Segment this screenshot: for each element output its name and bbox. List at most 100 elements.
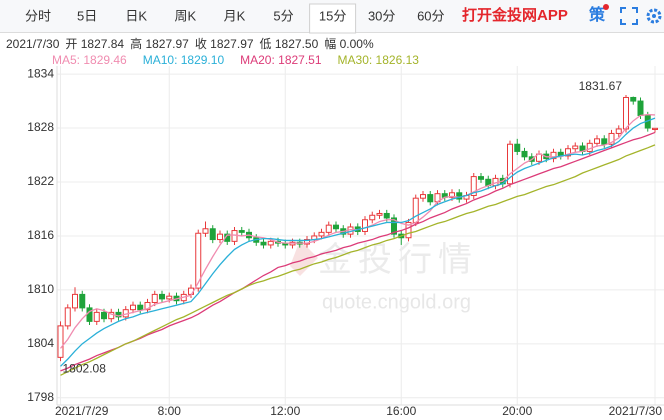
gear-teeth [646,8,662,24]
x-tick-label: 16:00 [386,404,416,418]
candle-body [391,217,397,235]
info-item: 2021/7/30 [6,37,60,51]
tab[interactable]: 分时 [25,8,51,23]
candle-body [514,143,521,152]
candle-body [318,231,325,237]
candle-body [130,304,136,311]
tab[interactable]: 15分 [319,8,346,23]
app-link[interactable]: 打开金投网APP [462,6,568,24]
info-item: 幅 0.00% [324,36,374,51]
candle-body [630,96,637,102]
candle-body [369,214,376,221]
gear-center [652,14,656,18]
legend-entry: MA10: 1829.10 [143,53,225,67]
tab[interactable]: 5分 [273,8,293,23]
candle-body [507,143,513,185]
y-tick-label: 1810 [27,282,54,296]
info-item: 开 1827.84 [65,37,124,51]
expand-icon[interactable] [620,7,638,25]
tab[interactable]: 5日 [77,8,97,23]
high-annotation: 1831.67 [579,79,623,93]
x-tick-label: 12:00 [270,404,300,418]
candle-body [195,232,202,289]
tab[interactable]: 30分 [368,8,395,23]
candle-body [572,145,579,150]
info-item: 收 1827.97 [195,37,254,51]
candle-body [383,212,390,219]
candle-body [115,311,122,318]
candle-body [615,128,622,134]
candle-body [594,138,600,144]
y-tick-label: 1804 [27,336,54,350]
candle-body [362,219,368,232]
candle-body [101,311,107,320]
watermark-title: 金投行情 [318,241,478,279]
y-tick-label: 1828 [27,120,54,134]
candle-body [550,151,557,160]
plot [57,95,658,376]
y-tick-label: 1816 [27,228,54,242]
tab[interactable]: 60分 [417,8,444,23]
candle-body [376,212,383,216]
candle-body [57,325,64,358]
x-tick-label: 2021/7/30 [609,404,663,418]
y-tick-label: 1834 [27,66,54,80]
labels: 1798 1804 1810 1816 1822 1828 1834 2021/7/29 8:0… [27,66,662,418]
candle-body [108,311,115,320]
candle-body [608,132,615,145]
candle-body [478,176,484,180]
candle-body [86,307,93,322]
x-tick-label: 8:00 [158,404,182,418]
candle-body [470,176,477,196]
candle-body [304,239,310,245]
candle-body [260,241,267,246]
candle-body [427,194,434,203]
info-line: 2021/7/30 开 1827.84 高 1827.97 收 1827.97 低 18… [6,36,374,51]
strategy-dot [603,4,609,10]
ma-line [60,131,656,372]
tab[interactable]: 月K [224,8,246,23]
tab[interactable]: 周K [174,8,196,23]
candle-body [137,304,144,311]
watermark-url: quote.cngold.org [322,291,471,313]
legend: MA5: 1829.46 MA10: 1829.10 MA20: 1827.51 MA… [52,53,419,67]
candle-body [79,293,86,309]
candle-body [456,192,463,200]
candle-body [151,293,158,303]
tab[interactable]: 日K [125,8,147,23]
candle-body [231,230,238,242]
y-tick-label: 1822 [27,174,54,188]
candle-body [623,96,629,130]
candle-body [209,228,216,241]
info-item: 高 1827.97 [130,36,189,51]
candle-body [217,233,223,241]
x-tick-label: 2021/7/29 [55,404,109,418]
candle-body [202,228,209,234]
candle-body [144,301,151,311]
tabs: 分时 5日 日K 周K 月K 5分 15分 30分 60分 [25,3,445,34]
legend-entry: MA20: 1827.51 [240,53,322,67]
candle-body [333,224,339,230]
candle-body [536,153,542,162]
candle-body [93,311,100,322]
candle-body [64,307,71,327]
candle-body [166,295,173,300]
candle-body [325,224,332,233]
candle-body [449,192,455,198]
candle-body [652,127,658,130]
candle-body [586,142,593,152]
info-item: 低 1827.50 [260,37,319,51]
candle-body [601,138,608,145]
strategy-icon[interactable]: 策 [588,5,606,24]
ma-line [60,144,656,376]
y-tick-label: 1798 [27,390,54,404]
expand-corners [620,7,638,25]
candle-body [637,100,644,116]
watermark-logo [290,240,318,276]
settings-icon[interactable] [646,8,662,24]
candle-body [159,293,165,300]
legend-entry: MA30: 1826.13 [338,53,420,67]
low-annotation: 1802.08 [63,361,107,375]
